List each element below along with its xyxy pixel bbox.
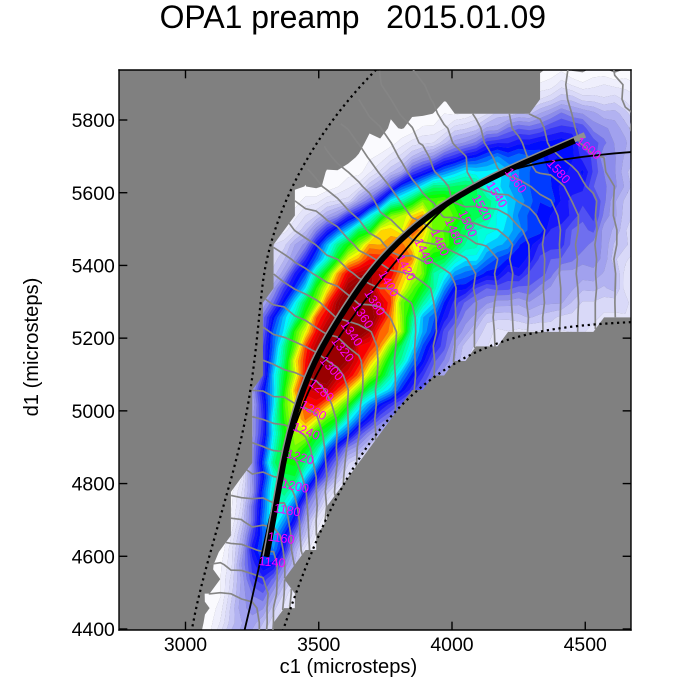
svg-text:5200: 5200 xyxy=(72,328,115,350)
svg-text:1140: 1140 xyxy=(258,554,286,570)
svg-text:5600: 5600 xyxy=(72,183,115,205)
svg-text:1180: 1180 xyxy=(273,501,302,519)
svg-text:4500: 4500 xyxy=(564,634,607,656)
svg-text:1160: 1160 xyxy=(267,529,296,547)
svg-text:5400: 5400 xyxy=(72,255,115,277)
svg-text:4600: 4600 xyxy=(72,546,115,568)
svg-text:5800: 5800 xyxy=(72,110,115,132)
svg-text:4800: 4800 xyxy=(72,474,115,496)
svg-text:d1 (microsteps): d1 (microsteps) xyxy=(21,278,43,417)
svg-text:3000: 3000 xyxy=(164,634,207,656)
svg-text:c1 (microsteps): c1 (microsteps) xyxy=(280,656,418,678)
svg-text:4000: 4000 xyxy=(430,634,473,656)
svg-text:5000: 5000 xyxy=(72,401,115,423)
svg-text:1200: 1200 xyxy=(280,477,310,496)
svg-text:3500: 3500 xyxy=(297,634,340,656)
svg-text:4400: 4400 xyxy=(72,619,115,641)
svg-text:OPA1 preamp 2015.01.09: OPA1 preamp 2015.01.09 xyxy=(160,0,546,35)
svg-text:1220: 1220 xyxy=(285,447,316,468)
